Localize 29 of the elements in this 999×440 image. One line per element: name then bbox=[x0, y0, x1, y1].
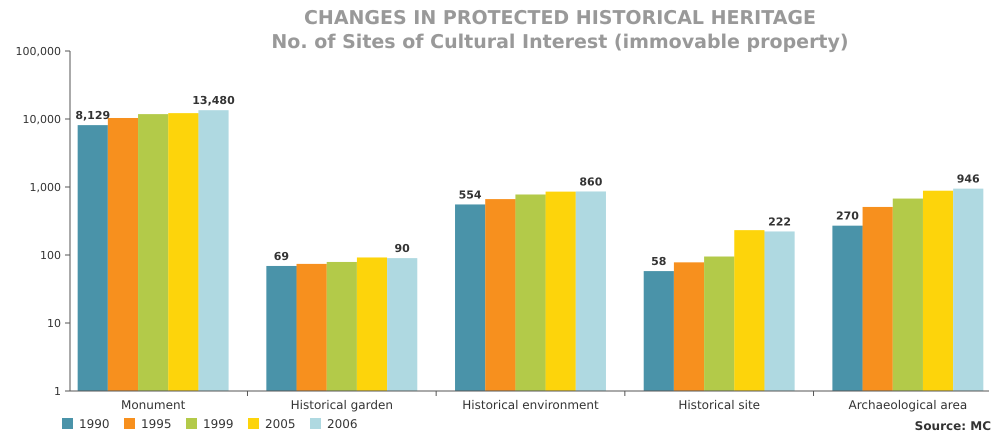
legend-label: 1995 bbox=[141, 417, 172, 432]
chart-subtitle: No. of Sites of Cultural Interest (immovable property) bbox=[271, 31, 849, 53]
x-tick-label: Historical garden bbox=[290, 398, 393, 412]
x-tick-label: Historical environment bbox=[462, 398, 600, 412]
y-tick-label: 1,000 bbox=[30, 180, 61, 194]
legend-label: 2006 bbox=[327, 417, 358, 432]
y-tick-label: 10,000 bbox=[22, 112, 61, 126]
data-label: 90 bbox=[394, 242, 410, 256]
y-tick-label: 1 bbox=[54, 384, 61, 398]
y-tick-label: 10 bbox=[47, 316, 61, 330]
x-tick-label: Monument bbox=[120, 398, 186, 412]
legend-label: 2005 bbox=[265, 417, 296, 432]
x-tick-label: Historical site bbox=[678, 398, 760, 412]
data-label: 860 bbox=[579, 175, 603, 188]
legend-label: 1999 bbox=[203, 417, 234, 432]
data-label: 8,129 bbox=[75, 109, 110, 122]
data-label: 270 bbox=[836, 210, 860, 223]
y-tick-label: 100,000 bbox=[16, 44, 61, 58]
source-note: Source: MC bbox=[914, 419, 992, 433]
x-tick-label: Archaeological area bbox=[848, 398, 968, 412]
data-label: 13,480 bbox=[192, 94, 236, 108]
chart-title: CHANGES IN PROTECTED HISTORICAL HERITAGE bbox=[304, 7, 816, 29]
data-label: 554 bbox=[458, 188, 482, 202]
y-tick-label: 100 bbox=[40, 248, 61, 262]
data-label: 69 bbox=[274, 250, 290, 263]
legend-label: 1990 bbox=[79, 417, 110, 432]
data-label: 58 bbox=[651, 255, 666, 268]
data-label: 946 bbox=[956, 172, 980, 186]
data-label: 222 bbox=[768, 215, 792, 228]
